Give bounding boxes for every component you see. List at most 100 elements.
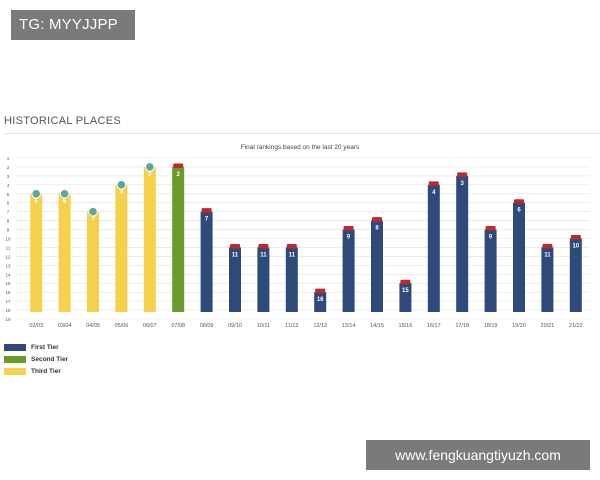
bar-value-label: 5 — [35, 199, 39, 205]
y-tick-label: 17 — [5, 299, 11, 304]
x-tick-label: 06/07 — [143, 323, 157, 329]
rank-marker — [542, 243, 553, 249]
x-tick-label: 04/05 — [86, 323, 100, 329]
x-tick-label: 16/17 — [427, 323, 441, 329]
bar — [143, 166, 156, 312]
y-tick-label: 2 — [7, 165, 10, 170]
y-tick-label: 8 — [7, 219, 10, 224]
y-tick-label: 10 — [5, 237, 11, 242]
y-tick-label: 15 — [5, 281, 11, 286]
legend-label: Third Tier — [31, 368, 61, 375]
y-tick-label: 16 — [5, 290, 11, 295]
bar-value-label: 8 — [375, 226, 379, 232]
bar — [229, 247, 241, 312]
rank-marker — [201, 208, 212, 213]
x-tick-label: 09/10 — [228, 323, 242, 329]
rank-marker — [145, 162, 155, 172]
x-tick-label: 03/04 — [58, 323, 72, 329]
rank-marker — [31, 188, 42, 199]
bar — [30, 193, 43, 312]
x-tick-label: 02/03 — [29, 323, 43, 329]
bar — [58, 193, 71, 312]
bar-value-label: 10 — [572, 244, 579, 250]
bar — [257, 247, 270, 312]
bar-value-label: 7 — [91, 217, 95, 223]
rank-marker — [372, 217, 382, 222]
bar-value-label: 16 — [317, 297, 324, 303]
x-tick-label: 10/11 — [257, 323, 270, 329]
bar-value-label: 4 — [120, 190, 124, 196]
bar-value-label: 6 — [517, 208, 521, 214]
y-tick-label: 9 — [7, 228, 10, 233]
rank-marker — [59, 188, 70, 199]
legend-label: Second Tier — [31, 356, 69, 363]
bar — [569, 238, 582, 312]
legend-swatch-third-tier — [4, 368, 26, 375]
y-tick-label: 3 — [7, 174, 10, 179]
bar — [87, 211, 99, 312]
x-tick-label: 21/22 — [569, 323, 583, 329]
rank-marker — [400, 279, 411, 285]
x-tick-label: 14/15 — [370, 323, 384, 329]
rankings-chart: Final rankings based on the last 20 year… — [5, 144, 590, 329]
rank-marker — [258, 243, 269, 249]
bar-value-label: 5 — [63, 199, 67, 205]
y-tick-label: 11 — [6, 245, 11, 250]
x-tick-label: 07/08 — [171, 323, 185, 329]
rank-marker — [286, 243, 297, 249]
bar — [484, 229, 497, 312]
bar-value-label: 15 — [402, 288, 409, 294]
bar-value-label: 9 — [489, 235, 493, 241]
rank-marker — [343, 226, 354, 231]
bar-value-label: 11 — [289, 252, 296, 258]
chart-title: Final rankings based on the last 20 year… — [241, 144, 360, 151]
rank-marker — [230, 243, 240, 249]
rank-marker — [570, 235, 581, 240]
rank-marker — [173, 163, 184, 168]
x-tick-label: 08/09 — [200, 323, 214, 329]
legend: First Tier Second Tier Third Tier — [4, 342, 68, 378]
section-title: HISTORICAL PLACES — [4, 115, 121, 127]
bar — [399, 283, 412, 312]
bar-value-label: 3 — [461, 181, 465, 187]
x-tick-label: 12/13 — [313, 323, 327, 329]
x-tick-label: 05/06 — [115, 323, 129, 329]
y-tick-label: 5 — [7, 192, 10, 197]
bar-value-label: 11 — [232, 252, 239, 258]
x-tick-label: 15/16 — [399, 323, 413, 329]
legend-swatch-second-tier — [4, 356, 26, 363]
x-axis-ticks: 02/03 03/04 04/05 05/06 06/07 07/08 08/09 09/10… — [29, 323, 582, 329]
bar-value-label: 7 — [205, 217, 209, 223]
legend-item-third-tier: Third Tier — [4, 366, 68, 377]
watermark-url: www.fengkuangtiyuzh.com — [366, 440, 590, 470]
x-tick-label: 11/12 — [285, 323, 298, 329]
title-divider — [4, 133, 600, 134]
rank-marker — [485, 226, 496, 231]
bar — [200, 211, 213, 312]
y-tick-label: 6 — [7, 201, 10, 206]
y-tick-label: 13 — [5, 263, 11, 268]
bar — [115, 184, 128, 312]
grid-lines — [16, 157, 590, 320]
rank-marker — [514, 199, 524, 204]
bar — [427, 184, 440, 312]
bar — [456, 175, 469, 312]
y-tick-label: 14 — [5, 272, 11, 277]
bar — [513, 202, 525, 312]
y-tick-label: 4 — [7, 183, 10, 188]
legend-item-second-tier: Second Tier — [4, 354, 68, 365]
bar — [541, 247, 554, 312]
y-tick-label: 19 — [5, 317, 11, 322]
legend-item-first-tier: First Tier — [4, 342, 68, 353]
y-tick-label: 7 — [7, 210, 10, 215]
bar-value-label: 2 — [148, 172, 152, 178]
bars: 5 5 7 4 2 2 7 11 11 11 16 9 8 15 4 3 9 6 11 10 — [30, 162, 582, 312]
rank-marker — [116, 180, 127, 190]
rank-marker — [88, 206, 98, 217]
rank-marker — [457, 172, 468, 177]
bar — [285, 247, 298, 312]
bar-value-label: 11 — [260, 252, 267, 258]
bar — [314, 292, 327, 312]
x-tick-label: 17/18 — [455, 323, 469, 329]
bar — [172, 166, 185, 312]
